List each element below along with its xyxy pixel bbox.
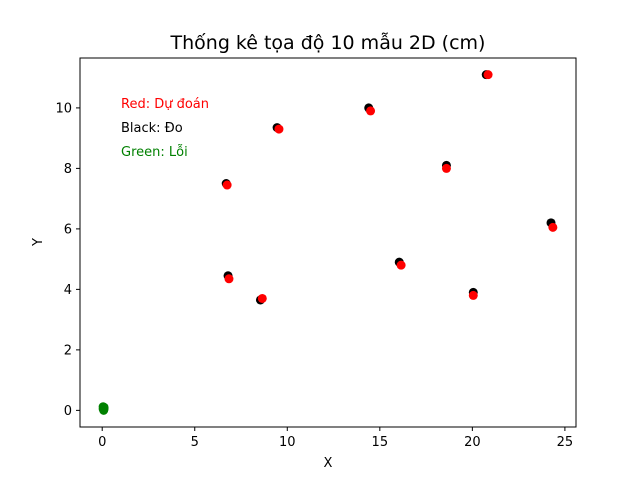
point-du-doan — [224, 274, 234, 284]
x-axis-label: X — [324, 456, 333, 471]
y-tick-label: 6 — [64, 222, 72, 237]
y-tick-label: 4 — [64, 283, 72, 298]
point-du-doan — [366, 106, 376, 116]
x-tick-label: 15 — [372, 435, 389, 450]
plot-area — [79, 57, 577, 428]
x-axis: 0 5 10 15 20 25 — [98, 427, 573, 450]
y-axis-label: Y — [31, 238, 46, 247]
y-tick-label: 10 — [55, 101, 72, 116]
annotation-black: Black: Đo — [121, 121, 183, 136]
y-tick-label: 0 — [64, 404, 72, 419]
scatter-points — [98, 70, 558, 415]
x-tick-label: 10 — [279, 435, 296, 450]
point-du-doan — [441, 163, 451, 173]
y-tick-label: 2 — [64, 343, 72, 358]
point-du-doan — [548, 222, 558, 232]
x-tick-label: 0 — [98, 435, 106, 450]
y-tick-label: 8 — [64, 162, 72, 177]
point-du-doan — [468, 290, 478, 300]
y-axis: 0 2 4 6 8 10 — [55, 101, 80, 419]
point-du-doan — [257, 293, 267, 303]
x-tick-label: 20 — [464, 435, 481, 450]
point-loi — [98, 402, 108, 412]
point-du-doan — [396, 260, 406, 270]
x-tick-label: 25 — [557, 435, 574, 450]
point-du-doan — [483, 70, 493, 80]
x-tick-label: 5 — [191, 435, 199, 450]
annotation-green: Green: Lỗi — [121, 145, 188, 160]
chart-title: Thống kê tọa độ 10 mẫu 2D (cm) — [170, 31, 486, 54]
annotations: Red: Dự đoán Black: Đo Green: Lỗi — [121, 97, 209, 160]
point-du-doan — [274, 124, 284, 134]
point-du-doan — [222, 180, 232, 190]
annotation-red: Red: Dự đoán — [121, 97, 209, 112]
